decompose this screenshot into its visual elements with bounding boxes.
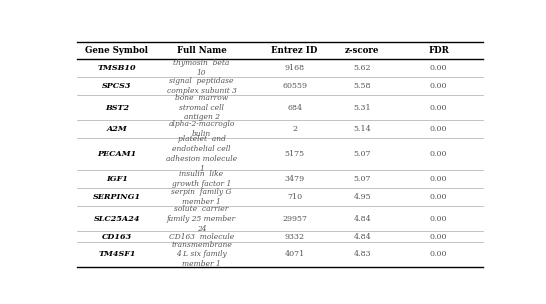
Text: 5.31: 5.31 [353, 104, 371, 112]
Text: 0.00: 0.00 [430, 104, 447, 112]
Text: 5175: 5175 [284, 150, 305, 158]
Text: transmembrane
4 L six family
member 1: transmembrane 4 L six family member 1 [171, 241, 232, 268]
Text: BST2: BST2 [105, 104, 129, 112]
Text: 5.07: 5.07 [354, 150, 371, 158]
Text: thymosin  beta
10: thymosin beta 10 [173, 59, 230, 77]
Text: z-score: z-score [345, 46, 379, 55]
Text: CD163: CD163 [102, 233, 132, 240]
Text: 5.07: 5.07 [354, 175, 371, 183]
Text: insulin  like
growth factor 1: insulin like growth factor 1 [172, 171, 231, 188]
Text: 60559: 60559 [282, 82, 307, 90]
Text: 0.00: 0.00 [430, 150, 447, 158]
Text: serpin  family G
member 1: serpin family G member 1 [171, 188, 232, 206]
Text: 5.58: 5.58 [354, 82, 371, 90]
Text: 0.00: 0.00 [430, 82, 447, 90]
Text: 710: 710 [287, 193, 302, 201]
Text: SERPING1: SERPING1 [93, 193, 141, 201]
Text: 0.00: 0.00 [430, 193, 447, 201]
Text: FDR: FDR [428, 46, 449, 55]
Text: 5.62: 5.62 [354, 64, 371, 72]
Text: 0.00: 0.00 [430, 233, 447, 240]
Text: bone  marrow
stromal cell
antigen 2: bone marrow stromal cell antigen 2 [175, 94, 228, 121]
Text: SPCS3: SPCS3 [102, 82, 132, 90]
Text: Entrez ID: Entrez ID [271, 46, 318, 55]
Text: SLC25A24: SLC25A24 [94, 215, 140, 223]
Text: 4.95: 4.95 [353, 193, 371, 201]
Text: alpha-2-macroglo
bulin: alpha-2-macroglo bulin [168, 120, 235, 138]
Text: 0.00: 0.00 [430, 64, 447, 72]
Text: 4.84: 4.84 [353, 215, 371, 223]
Text: Full Name: Full Name [177, 46, 227, 55]
Text: TMSB10: TMSB10 [98, 64, 136, 72]
Text: 2: 2 [292, 125, 297, 133]
Text: 9332: 9332 [284, 233, 305, 240]
Text: A2M: A2M [106, 125, 127, 133]
Text: 0.00: 0.00 [430, 175, 447, 183]
Text: 0.00: 0.00 [430, 250, 447, 258]
Text: 684: 684 [287, 104, 302, 112]
Text: 4071: 4071 [284, 250, 305, 258]
Text: 29957: 29957 [282, 215, 307, 223]
Text: signal  peptidase
complex subunit 3: signal peptidase complex subunit 3 [167, 77, 236, 95]
Text: IGF1: IGF1 [106, 175, 128, 183]
Text: CD163  molecule: CD163 molecule [169, 233, 234, 240]
Text: solute  carrier
family 25 member
24: solute carrier family 25 member 24 [167, 205, 236, 233]
Text: 5.14: 5.14 [353, 125, 371, 133]
Text: TM4SF1: TM4SF1 [98, 250, 135, 258]
Text: 0.00: 0.00 [430, 125, 447, 133]
Text: 3479: 3479 [284, 175, 305, 183]
Text: Gene Symbol: Gene Symbol [85, 46, 149, 55]
Text: platelet  and
endothelial cell
adhesion molecule
1: platelet and endothelial cell adhesion m… [166, 136, 237, 173]
Text: 4.84: 4.84 [353, 233, 371, 240]
Text: 9168: 9168 [284, 64, 305, 72]
Text: PECAM1: PECAM1 [97, 150, 136, 158]
Text: 4.83: 4.83 [353, 250, 371, 258]
Text: 0.00: 0.00 [430, 215, 447, 223]
